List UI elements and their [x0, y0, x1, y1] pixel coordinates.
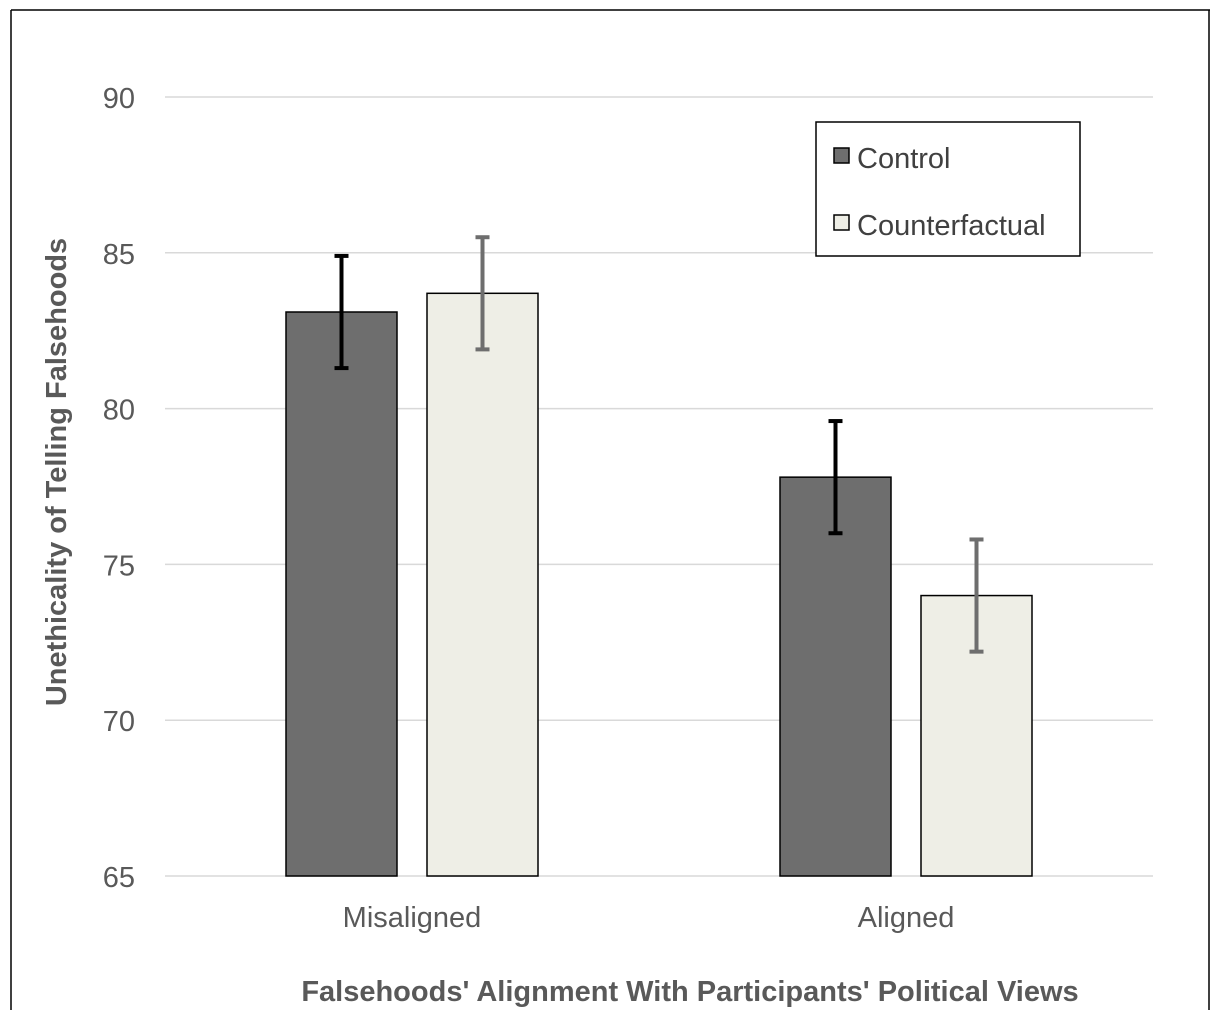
error-bar-control-aligned — [828, 419, 843, 536]
error-bar-counterfactual-misaligned — [475, 235, 490, 352]
legend-swatch-counterfactual — [833, 214, 850, 231]
y-tick-label: 90 — [103, 83, 135, 115]
bar-control-misaligned — [285, 311, 398, 877]
legend-label-control: Control — [857, 143, 951, 175]
bar-counterfactual-misaligned — [426, 292, 539, 877]
y-tick-label: 80 — [103, 395, 135, 427]
y-tick-label: 70 — [103, 706, 135, 738]
legend-swatch-control — [833, 147, 850, 164]
y-tick-label: 75 — [103, 550, 135, 582]
bar-control-aligned — [779, 476, 892, 877]
x-tick-labels: Misaligned Aligned — [343, 902, 955, 934]
error-bar-counterfactual-aligned — [969, 537, 984, 654]
y-tick-labels: 65 70 75 80 85 90 — [103, 83, 135, 894]
y-axis-label: Unethicality of Telling Falsehoods — [41, 238, 73, 706]
legend: Control Counterfactual — [815, 121, 1081, 257]
bars — [285, 292, 1033, 877]
legend-label-counterfactual: Counterfactual — [857, 210, 1046, 242]
legend-box — [815, 121, 1081, 257]
y-tick-label: 65 — [103, 862, 135, 894]
x-tick-label: Misaligned — [343, 902, 482, 934]
error-bars — [334, 235, 984, 654]
x-tick-label: Aligned — [858, 902, 955, 934]
y-tick-label: 85 — [103, 239, 135, 271]
error-bar-control-misaligned — [334, 253, 349, 371]
x-axis-label: Falsehoods' Alignment With Participants'… — [301, 976, 1078, 1008]
